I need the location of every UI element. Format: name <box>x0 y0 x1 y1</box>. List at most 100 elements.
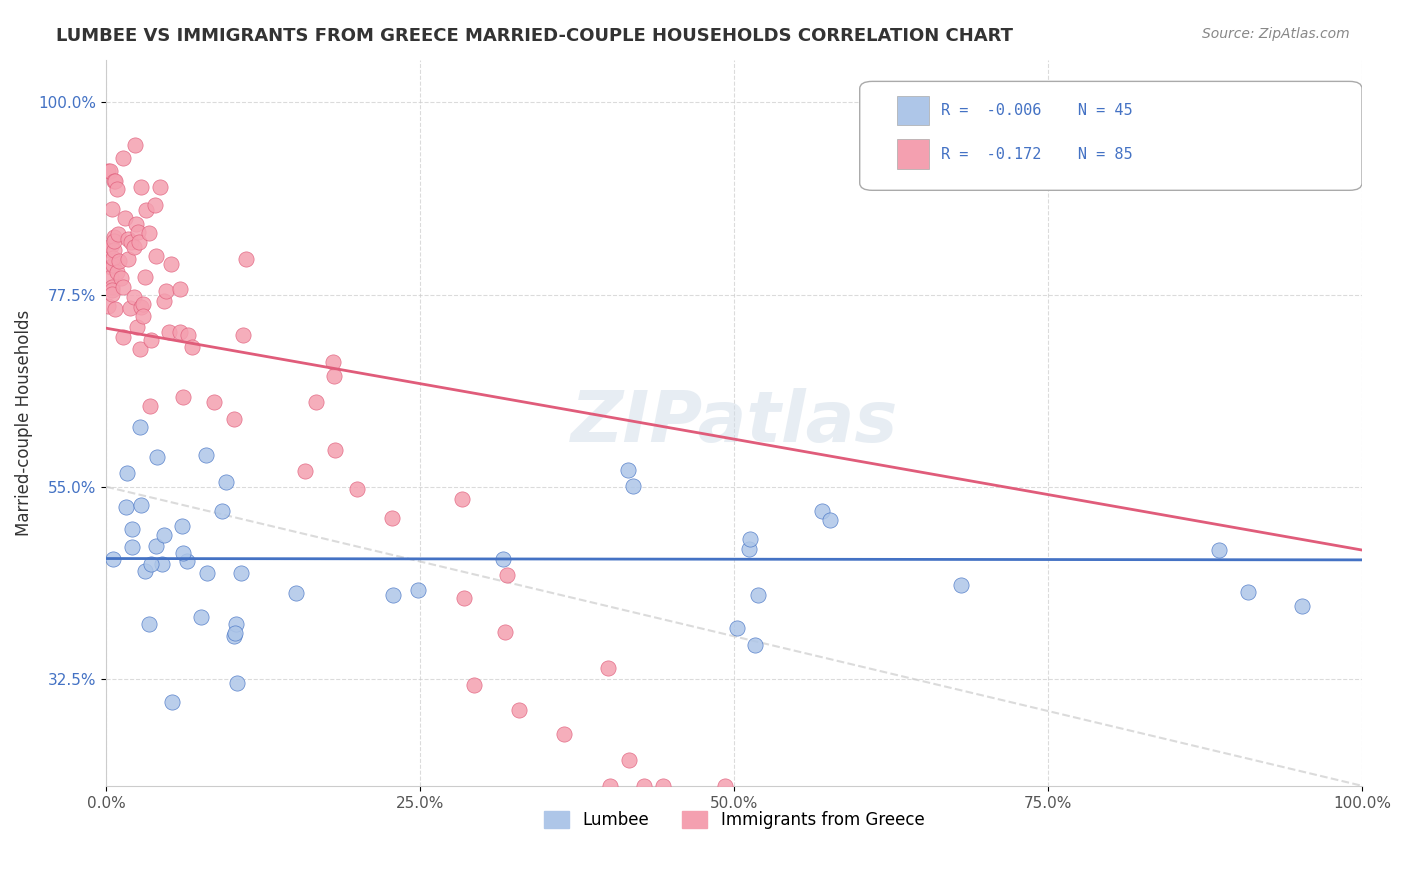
Lumbee <box>101 551 124 566</box>
Immigrants from Greece <box>323 443 346 458</box>
Immigrants from Greece <box>155 284 177 298</box>
Lumbee <box>226 675 249 690</box>
Text: Source: ZipAtlas.com: Source: ZipAtlas.com <box>1202 27 1350 41</box>
Lumbee <box>725 621 748 635</box>
Lumbee <box>738 542 761 557</box>
Immigrants from Greece <box>222 412 245 426</box>
Immigrants from Greece <box>125 217 148 231</box>
Immigrants from Greece <box>120 301 142 315</box>
Immigrants from Greece <box>103 173 125 187</box>
Lumbee <box>150 558 173 572</box>
Lumbee <box>211 503 233 517</box>
FancyBboxPatch shape <box>897 139 929 169</box>
Immigrants from Greece <box>177 328 200 343</box>
Lumbee <box>215 475 238 490</box>
Immigrants from Greece <box>294 463 316 477</box>
Lumbee <box>138 616 160 631</box>
Immigrants from Greece <box>97 163 120 178</box>
Immigrants from Greece <box>381 511 404 525</box>
Immigrants from Greece <box>101 283 124 297</box>
Immigrants from Greece <box>132 309 155 323</box>
Immigrants from Greece <box>153 294 176 309</box>
Immigrants from Greece <box>129 342 152 356</box>
Immigrants from Greece <box>322 369 344 384</box>
Immigrants from Greece <box>714 779 737 793</box>
Immigrants from Greece <box>508 703 530 717</box>
Immigrants from Greece <box>232 328 254 343</box>
Lumbee <box>145 539 167 553</box>
Immigrants from Greece <box>100 239 122 253</box>
Lumbee <box>1208 543 1230 558</box>
Lumbee <box>195 566 218 581</box>
Immigrants from Greece <box>96 244 118 258</box>
Immigrants from Greece <box>599 779 621 793</box>
Immigrants from Greece <box>103 234 125 248</box>
Immigrants from Greece <box>143 198 166 212</box>
Immigrants from Greece <box>120 235 142 250</box>
Immigrants from Greece <box>134 270 156 285</box>
Immigrants from Greece <box>101 258 124 272</box>
Lumbee <box>810 504 832 518</box>
Immigrants from Greece <box>101 251 124 265</box>
Lumbee <box>225 617 247 632</box>
Lumbee <box>146 450 169 464</box>
Immigrants from Greece <box>111 280 134 294</box>
Lumbee <box>949 578 972 592</box>
Immigrants from Greece <box>453 591 475 606</box>
Lumbee <box>381 588 404 602</box>
Immigrants from Greece <box>114 211 136 226</box>
Text: R =  -0.172    N = 85: R = -0.172 N = 85 <box>942 146 1133 161</box>
Immigrants from Greece <box>159 256 181 270</box>
Immigrants from Greece <box>124 289 146 303</box>
Immigrants from Greece <box>124 138 146 153</box>
Immigrants from Greece <box>129 301 152 315</box>
Immigrants from Greece <box>145 249 167 263</box>
Immigrants from Greece <box>633 779 655 793</box>
Lumbee <box>285 585 308 599</box>
Immigrants from Greece <box>122 240 145 254</box>
Immigrants from Greece <box>496 568 519 582</box>
Lumbee <box>195 448 218 462</box>
Immigrants from Greece <box>139 333 162 347</box>
Lumbee <box>172 519 194 533</box>
Immigrants from Greece <box>553 727 575 741</box>
Immigrants from Greece <box>202 395 225 409</box>
Immigrants from Greece <box>103 230 125 244</box>
Immigrants from Greece <box>235 252 257 266</box>
Lumbee <box>121 522 143 536</box>
Immigrants from Greece <box>104 173 127 187</box>
Immigrants from Greece <box>98 163 121 178</box>
Immigrants from Greece <box>125 320 148 334</box>
Immigrants from Greece <box>101 202 124 216</box>
Immigrants from Greece <box>451 491 474 506</box>
Immigrants from Greece <box>322 354 344 368</box>
Immigrants from Greece <box>305 395 328 409</box>
Immigrants from Greece <box>105 265 128 279</box>
Immigrants from Greece <box>127 225 149 239</box>
Lumbee <box>1237 584 1260 599</box>
Immigrants from Greece <box>346 482 368 496</box>
Text: LUMBEE VS IMMIGRANTS FROM GREECE MARRIED-COUPLE HOUSEHOLDS CORRELATION CHART: LUMBEE VS IMMIGRANTS FROM GREECE MARRIED… <box>56 27 1014 45</box>
Lumbee <box>114 500 136 514</box>
Lumbee <box>820 513 842 527</box>
Immigrants from Greece <box>157 325 180 339</box>
Immigrants from Greece <box>596 661 619 675</box>
Lumbee <box>406 583 429 598</box>
Immigrants from Greece <box>169 282 191 296</box>
Legend: Lumbee, Immigrants from Greece: Lumbee, Immigrants from Greece <box>537 804 931 836</box>
FancyBboxPatch shape <box>859 81 1362 190</box>
Immigrants from Greece <box>112 151 135 165</box>
Immigrants from Greece <box>149 179 172 194</box>
Immigrants from Greece <box>104 301 127 316</box>
Lumbee <box>1291 599 1313 613</box>
Immigrants from Greece <box>651 779 673 793</box>
Lumbee <box>176 553 198 567</box>
Immigrants from Greece <box>180 339 202 353</box>
Lumbee <box>160 695 183 709</box>
Immigrants from Greece <box>103 243 125 257</box>
Lumbee <box>738 532 761 546</box>
Immigrants from Greece <box>135 203 157 218</box>
Lumbee <box>492 551 515 566</box>
Immigrants from Greece <box>117 252 139 266</box>
Immigrants from Greece <box>463 678 485 692</box>
